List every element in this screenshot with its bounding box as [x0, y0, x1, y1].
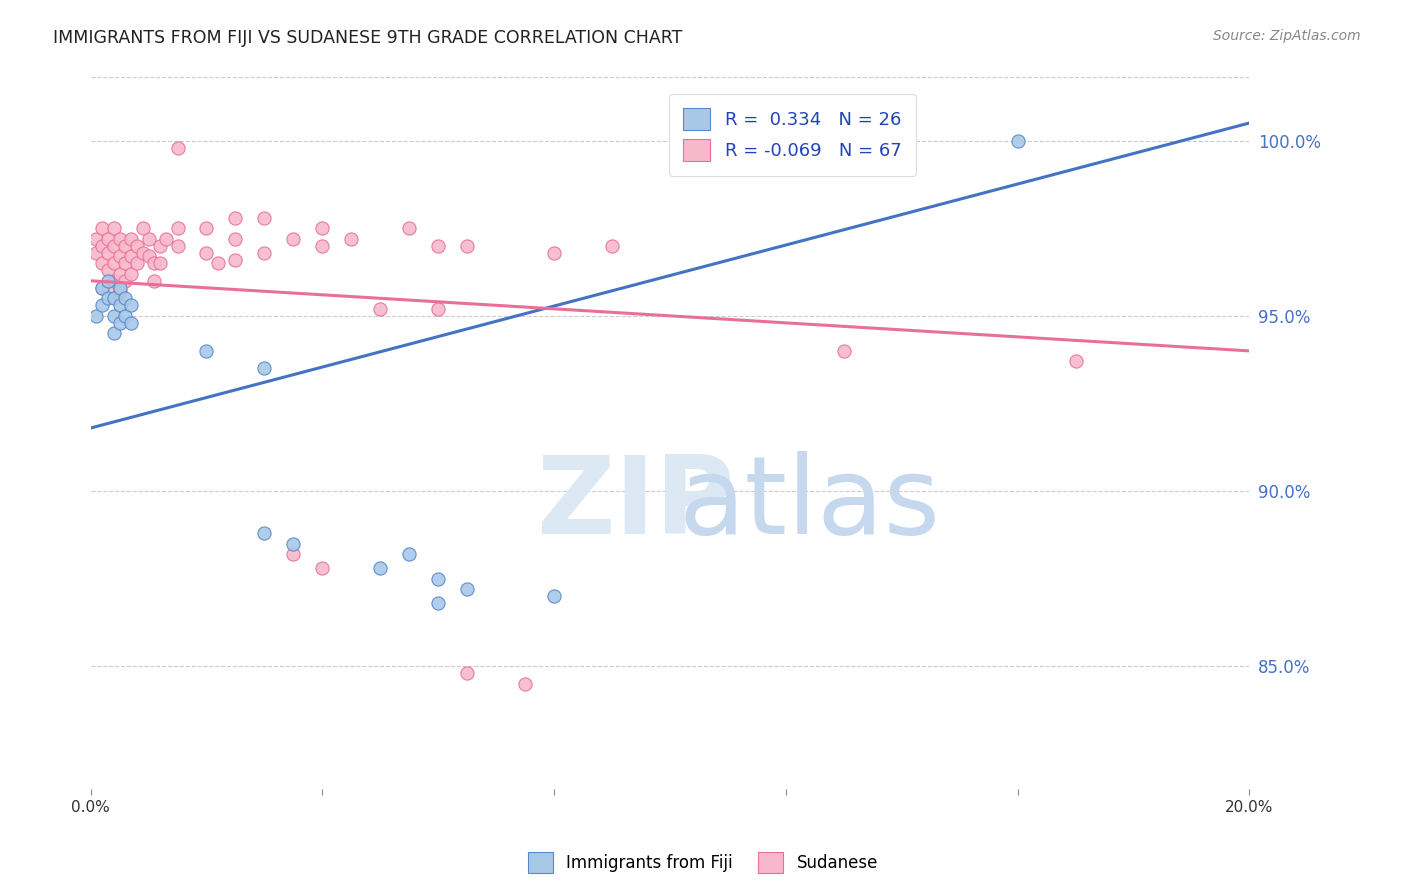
- Point: [114, 309, 136, 323]
- Point: [108, 285, 131, 299]
- Point: [155, 232, 177, 246]
- Point: [283, 547, 305, 561]
- Text: atlas: atlas: [678, 451, 941, 558]
- Point: [166, 140, 188, 154]
- Point: [132, 245, 155, 260]
- Point: [97, 274, 120, 288]
- Point: [108, 298, 131, 312]
- Point: [253, 245, 276, 260]
- Point: [125, 238, 148, 252]
- Point: [600, 238, 623, 252]
- Point: [427, 238, 450, 252]
- Point: [1007, 134, 1029, 148]
- Point: [108, 281, 131, 295]
- Point: [120, 316, 142, 330]
- Point: [114, 291, 136, 305]
- Point: [515, 677, 537, 691]
- Point: [398, 221, 420, 235]
- Point: [456, 582, 478, 597]
- Point: [132, 221, 155, 235]
- Point: [91, 281, 114, 295]
- Point: [103, 238, 125, 252]
- Point: [91, 221, 114, 235]
- Text: Source: ZipAtlas.com: Source: ZipAtlas.com: [1213, 29, 1361, 43]
- Point: [114, 274, 136, 288]
- Point: [125, 256, 148, 270]
- Point: [253, 361, 276, 376]
- Point: [108, 267, 131, 281]
- Point: [166, 221, 188, 235]
- Point: [97, 232, 120, 246]
- Legend: Immigrants from Fiji, Sudanese: Immigrants from Fiji, Sudanese: [522, 846, 884, 880]
- Point: [166, 238, 188, 252]
- Point: [427, 596, 450, 610]
- Point: [253, 526, 276, 541]
- Point: [311, 561, 333, 575]
- Point: [103, 221, 125, 235]
- Point: [195, 221, 218, 235]
- Point: [120, 249, 142, 263]
- Point: [103, 326, 125, 341]
- Point: [97, 281, 120, 295]
- Point: [120, 298, 142, 312]
- Point: [91, 281, 114, 295]
- Text: ZIP: ZIP: [536, 451, 734, 558]
- Point: [224, 232, 246, 246]
- Point: [543, 590, 565, 604]
- Point: [103, 274, 125, 288]
- Point: [86, 309, 108, 323]
- Point: [311, 221, 333, 235]
- Point: [195, 245, 218, 260]
- Point: [224, 252, 246, 267]
- Point: [103, 256, 125, 270]
- Point: [108, 232, 131, 246]
- Point: [311, 238, 333, 252]
- Text: IMMIGRANTS FROM FIJI VS SUDANESE 9TH GRADE CORRELATION CHART: IMMIGRANTS FROM FIJI VS SUDANESE 9TH GRA…: [53, 29, 683, 46]
- Point: [108, 249, 131, 263]
- Point: [97, 291, 120, 305]
- Point: [86, 245, 108, 260]
- Point: [456, 238, 478, 252]
- Point: [120, 267, 142, 281]
- Point: [91, 298, 114, 312]
- Point: [103, 309, 125, 323]
- Point: [427, 572, 450, 586]
- Point: [368, 561, 391, 575]
- Point: [283, 232, 305, 246]
- Point: [427, 301, 450, 316]
- Point: [253, 211, 276, 225]
- Point: [138, 232, 160, 246]
- Point: [86, 232, 108, 246]
- Point: [114, 238, 136, 252]
- Point: [398, 547, 420, 561]
- Point: [195, 343, 218, 358]
- Point: [149, 256, 172, 270]
- Point: [368, 301, 391, 316]
- Point: [543, 245, 565, 260]
- Point: [456, 666, 478, 681]
- Legend: R =  0.334   N = 26, R = -0.069   N = 67: R = 0.334 N = 26, R = -0.069 N = 67: [669, 94, 915, 176]
- Point: [717, 140, 740, 154]
- Point: [283, 537, 305, 551]
- Point: [120, 232, 142, 246]
- Point: [832, 343, 855, 358]
- Point: [1064, 354, 1087, 368]
- Point: [138, 249, 160, 263]
- Point: [207, 256, 229, 270]
- Point: [340, 232, 363, 246]
- Point: [108, 316, 131, 330]
- Point: [97, 245, 120, 260]
- Point: [114, 256, 136, 270]
- Point: [143, 256, 166, 270]
- Point: [224, 211, 246, 225]
- Point: [91, 256, 114, 270]
- Point: [91, 238, 114, 252]
- Point: [97, 263, 120, 277]
- Point: [143, 274, 166, 288]
- Point: [103, 291, 125, 305]
- Point: [149, 238, 172, 252]
